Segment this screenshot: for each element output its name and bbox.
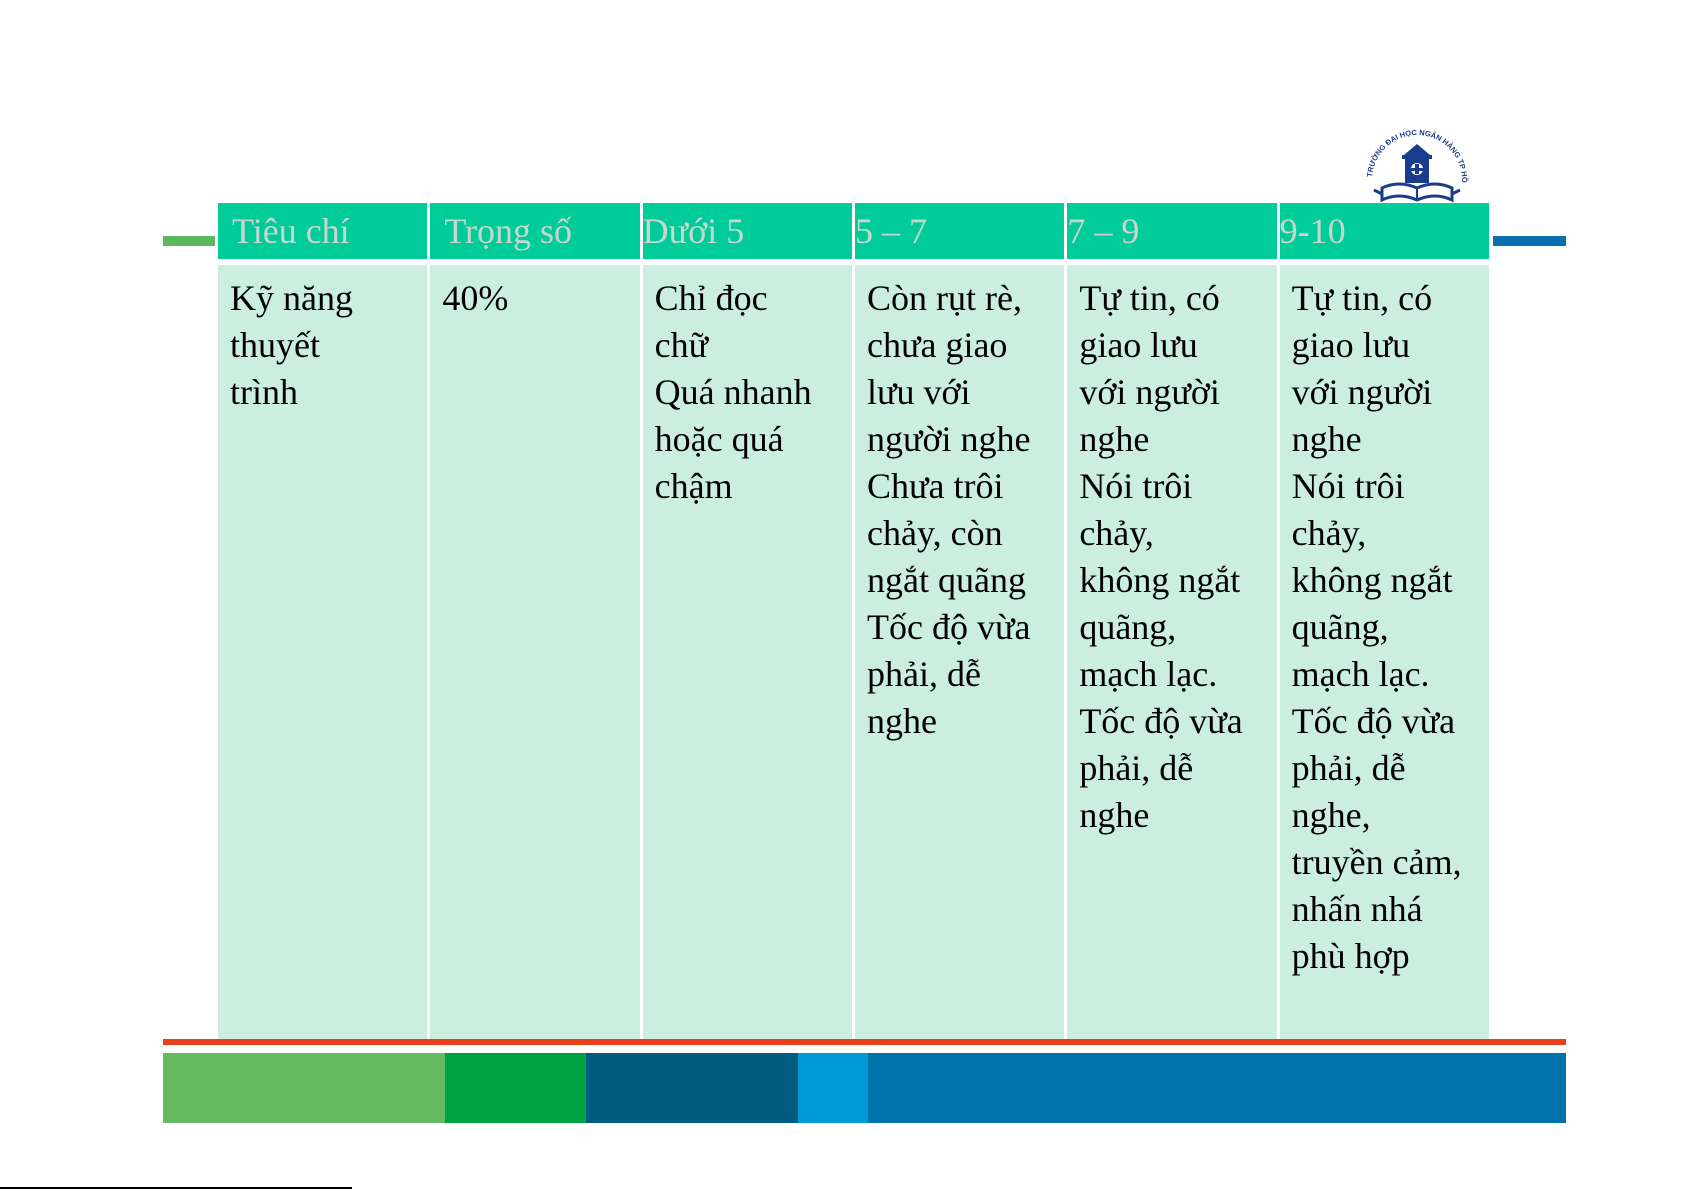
cell-line: Kỹ năng: [230, 278, 353, 318]
cell-line: nghe,: [1291, 795, 1371, 835]
cell-9-10: Tự tin, có giao lưu với người nghe Nói t…: [1279, 265, 1489, 1039]
cell-line: thuyết: [230, 325, 320, 365]
header-criterion: Tiêu chí: [218, 203, 428, 265]
cell-line: Còn rụt rè,: [866, 278, 1022, 318]
footer-block-cyan: [798, 1053, 868, 1123]
cell-line: nhấn nhá: [1291, 889, 1423, 929]
cell-line: phải, dễ: [866, 654, 981, 694]
cell-7-9: Tự tin, có giao lưu với người nghe Nói t…: [1067, 265, 1277, 1039]
cell-line: chữ: [654, 325, 709, 365]
cell-line: Nói trôi: [1291, 466, 1405, 506]
cell-line: Quá nhanh: [654, 372, 812, 412]
cell-line: nghe: [1079, 795, 1150, 835]
cell-line: 40%: [442, 278, 509, 318]
cell-line: giao lưu: [1291, 325, 1411, 365]
right-blue-accent-bar: [1493, 236, 1566, 246]
cell-line: chậm: [654, 466, 733, 506]
left-green-accent-bar: [163, 236, 215, 246]
cell-line: Tự tin, có: [1291, 278, 1433, 318]
footer-color-strip: [163, 1053, 1566, 1123]
cell-line: mạch lạc.: [1079, 654, 1218, 694]
header-7-9: 7 – 9: [1067, 203, 1277, 265]
cell-weight: 40%: [430, 265, 640, 1039]
cell-line: hoặc quá: [654, 419, 784, 459]
cell-5-7: Còn rụt rè, chưa giao lưu với người nghe…: [854, 265, 1065, 1039]
cell-line: nghe: [866, 701, 937, 741]
cell-line: chảy,: [1291, 513, 1367, 553]
cell-line: lưu với: [866, 372, 971, 412]
cell-line: không ngắt: [1291, 560, 1453, 600]
cell-line: nghe: [1291, 419, 1362, 459]
cell-line: truyền cảm,: [1291, 842, 1462, 882]
footer-block-dark-blue: [586, 1053, 798, 1123]
table-row: Kỹ năng thuyết trình 40% Chỉ đọc chữ Quá…: [218, 265, 1489, 1039]
footer-block-blue: [868, 1053, 1566, 1123]
header-weight: Trọng số: [430, 203, 640, 265]
cell-line: với người: [1079, 372, 1220, 412]
cell-line: ngắt quãng: [866, 560, 1026, 600]
cell-line: trình: [230, 372, 298, 412]
footer-block-green: [445, 1053, 586, 1123]
cell-line: chảy,: [1079, 513, 1154, 553]
cell-line: Nói trôi: [1079, 466, 1193, 506]
cell-line: Tốc độ vừa: [866, 607, 1031, 647]
cell-line: người nghe: [866, 419, 1031, 459]
cell-line: chảy, còn: [866, 513, 1003, 553]
cell-line: phù hợp: [1291, 936, 1410, 976]
footer-red-line: [163, 1039, 1566, 1045]
header-9-10: 9-10: [1279, 203, 1489, 265]
header-5-7: 5 – 7: [854, 203, 1065, 265]
cell-line: Tự tin, có: [1079, 278, 1220, 318]
cell-line: với người: [1291, 372, 1433, 412]
cell-line: quãng,: [1079, 607, 1177, 647]
cell-line: không ngắt: [1079, 560, 1241, 600]
cell-below-5: Chỉ đọc chữ Quá nhanh hoặc quá chậm: [642, 265, 852, 1039]
cell-line: chưa giao: [866, 325, 1008, 365]
cell-line: Tốc độ vừa: [1079, 701, 1243, 741]
cell-line: quãng,: [1291, 607, 1389, 647]
cell-line: Chỉ đọc: [654, 278, 768, 318]
cell-line: phải, dễ: [1079, 748, 1194, 788]
table-header-row: Tiêu chí Trọng số Dưới 5 5 – 7 7 – 9 9-1…: [218, 203, 1489, 265]
cell-line: nghe: [1079, 419, 1150, 459]
footer-block-light-green: [163, 1053, 445, 1123]
cell-criterion: Kỹ năng thuyết trình: [218, 265, 428, 1039]
cell-line: Chưa trôi: [866, 466, 1004, 506]
grading-rubric-table: Tiêu chí Trọng số Dưới 5 5 – 7 7 – 9 9-1…: [215, 203, 1492, 1039]
cell-line: Tốc độ vừa: [1291, 701, 1456, 741]
header-below-5: Dưới 5: [642, 203, 852, 265]
cell-line: phải, dễ: [1291, 748, 1406, 788]
cell-line: mạch lạc.: [1291, 654, 1430, 694]
page-bottom-rule: [0, 1187, 352, 1189]
university-seal-icon: TRƯỜNG ĐẠI HỌC NGÂN HÀNG TP HỒ CHÍ MINH: [1352, 108, 1482, 204]
cell-line: giao lưu: [1079, 325, 1198, 365]
